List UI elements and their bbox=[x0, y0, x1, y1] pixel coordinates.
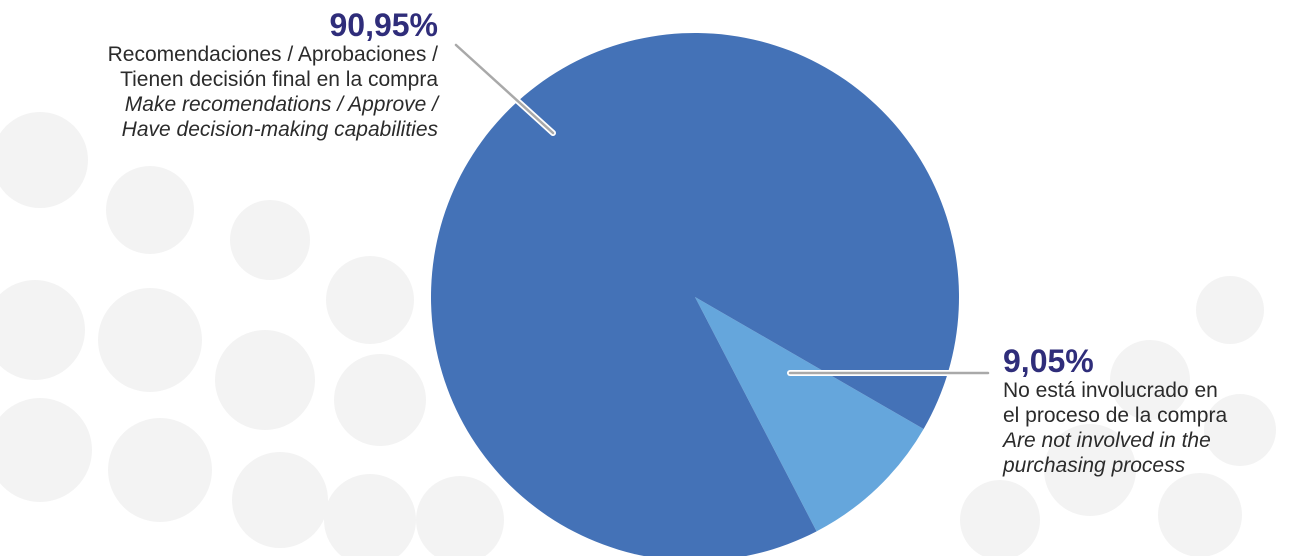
background-dot bbox=[108, 418, 212, 522]
percent-label-90-95: 90,95% bbox=[329, 7, 438, 43]
background-dot bbox=[215, 330, 315, 430]
label-es-line-2: Tienen decisión final en la compra bbox=[120, 68, 438, 91]
background-dot bbox=[1196, 276, 1264, 344]
leader-line-decision-makers bbox=[454, 43, 555, 135]
background-dot bbox=[1204, 394, 1276, 466]
background-dot bbox=[0, 398, 92, 502]
pie-slice-not-involved bbox=[695, 297, 924, 532]
background-dot bbox=[98, 288, 202, 392]
label-es-line-2: el proceso de la compra bbox=[1003, 404, 1228, 427]
background-dot bbox=[324, 474, 416, 556]
background-dot bbox=[230, 200, 310, 280]
label-en-line-2: Have decision-making capabilities bbox=[121, 118, 438, 141]
background-dot bbox=[106, 166, 194, 254]
background-dot bbox=[334, 354, 426, 446]
slice-label-not-involved: 9,05% No está involucrado en el proceso … bbox=[1003, 344, 1227, 478]
label-es-line-1: No está involucrado en bbox=[1003, 379, 1218, 402]
pie-slice-decision-makers bbox=[431, 33, 959, 556]
background-dot bbox=[0, 280, 85, 380]
label-en-line-2: purchasing process bbox=[1003, 454, 1186, 477]
background-dot bbox=[0, 112, 88, 208]
background-dot bbox=[1110, 340, 1190, 420]
background-dot bbox=[1158, 473, 1242, 556]
background-dot bbox=[232, 452, 328, 548]
background-dot bbox=[960, 480, 1040, 556]
slice-label-decision-makers: 90,95% Recomendaciones / Aprobaciones / … bbox=[108, 8, 438, 142]
percent-label-9-05: 9,05% bbox=[1003, 343, 1094, 379]
background-dot bbox=[1044, 424, 1136, 516]
label-en-line-1: Make recomendations / Approve / bbox=[124, 93, 438, 116]
label-en-line-1: Are not involved in the bbox=[1003, 429, 1211, 452]
label-es-line-1: Recomendaciones / Aprobaciones / bbox=[107, 43, 438, 66]
background-dot bbox=[416, 476, 504, 556]
background-dot bbox=[326, 256, 414, 344]
